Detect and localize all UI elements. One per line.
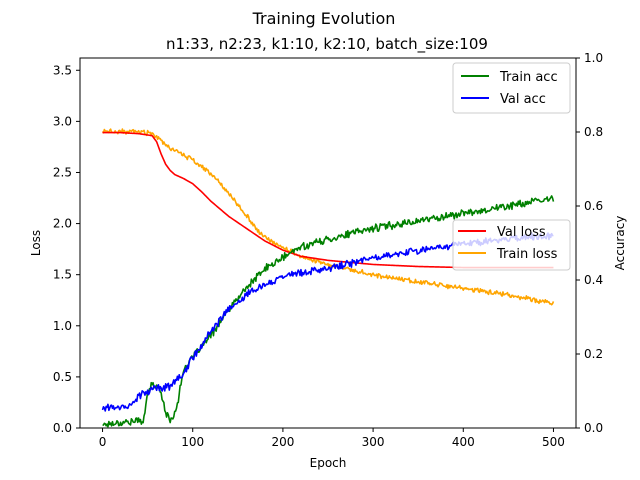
y-right-tick-label: 1.0 bbox=[584, 51, 603, 65]
x-tick-label: 400 bbox=[452, 435, 475, 449]
series-layer bbox=[101, 128, 555, 428]
x-axis-label: Epoch bbox=[310, 456, 347, 470]
y-left-tick-label: 3.0 bbox=[53, 114, 72, 128]
legend-accuracy: Train acc Val acc bbox=[452, 62, 571, 114]
legend-val-loss-label: Val loss bbox=[497, 225, 546, 240]
y-axis-left-label: Loss bbox=[29, 230, 43, 256]
x-tick-label: 0 bbox=[99, 435, 107, 449]
y-right-tick-label: 0.6 bbox=[584, 199, 603, 213]
legend-loss-box bbox=[452, 219, 571, 271]
y-left-tick-label: 0.0 bbox=[53, 421, 72, 435]
y-left-tick-label: 1.0 bbox=[53, 319, 72, 333]
chart-subtitle: n1:33, n2:23, k1:10, k2:10, batch_size:1… bbox=[166, 35, 488, 54]
legend-loss: Val loss Train loss bbox=[452, 219, 571, 271]
y-axis-right: 0.0 0.2 0.4 0.6 0.8 1.0 bbox=[576, 51, 603, 435]
x-tick-label: 100 bbox=[181, 435, 204, 449]
legend-val-acc-label: Val acc bbox=[500, 92, 546, 107]
legend-train-acc-label: Train acc bbox=[499, 70, 558, 85]
y-left-tick-label: 3.5 bbox=[53, 63, 72, 77]
x-tick-label: 300 bbox=[362, 435, 385, 449]
y-right-tick-label: 0.2 bbox=[584, 347, 603, 361]
y-right-tick-label: 0.4 bbox=[584, 273, 603, 287]
x-tick-label: 200 bbox=[271, 435, 294, 449]
y-axis-left: 0.0 0.5 1.0 1.5 2.0 2.5 3.0 3.5 bbox=[53, 63, 80, 435]
x-axis: 0 100 200 300 400 500 bbox=[99, 428, 565, 449]
plot-frame bbox=[79, 57, 577, 429]
y-left-tick-label: 0.5 bbox=[53, 370, 72, 384]
y-left-tick-label: 1.5 bbox=[53, 268, 72, 282]
y-left-tick-label: 2.5 bbox=[53, 165, 72, 179]
x-tick-label: 500 bbox=[542, 435, 565, 449]
y-right-tick-label: 0.8 bbox=[584, 125, 603, 139]
legend-train-loss-label: Train loss bbox=[496, 247, 558, 262]
series-line-train-acc bbox=[102, 195, 555, 428]
y-axis-right-label: Accuracy bbox=[613, 216, 627, 271]
y-right-tick-label: 0.0 bbox=[584, 421, 603, 435]
series-line-train-loss bbox=[101, 128, 555, 306]
y-left-tick-label: 2.0 bbox=[53, 217, 72, 231]
chart-title: Training Evolution bbox=[252, 9, 396, 28]
